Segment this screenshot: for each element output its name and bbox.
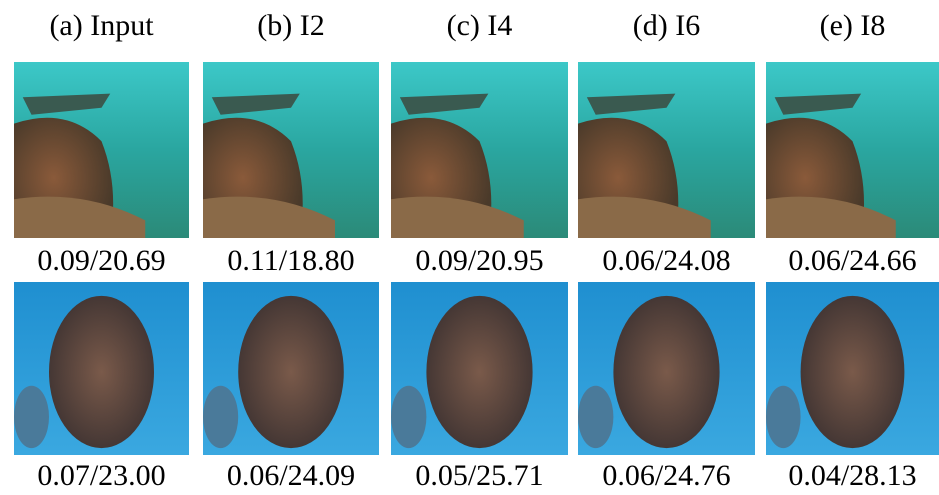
coral-rock [801, 296, 905, 448]
coral-rock [613, 296, 719, 448]
coral-small [14, 386, 49, 448]
coral-small [766, 386, 801, 448]
score-caption: 0.09/20.69 [37, 244, 165, 277]
image-thumbnail [578, 62, 755, 238]
coral-rock [238, 296, 344, 448]
image-thumbnail [391, 282, 568, 455]
coral-rock [426, 296, 532, 448]
coral-small [391, 386, 426, 448]
image-thumbnail [578, 282, 755, 455]
figure: (a) Input (b) I2 (c) I4 (d) I6 (e) I8 0.09/20… [0, 0, 939, 495]
score-caption: 0.06/24.76 [602, 459, 730, 492]
image-thumbnail [203, 282, 379, 455]
score-caption: 0.05/25.71 [415, 459, 543, 492]
column-header: (a) Input [49, 9, 154, 42]
score-caption: 0.06/24.66 [788, 244, 916, 277]
image-thumbnail [391, 62, 568, 238]
column-header: (e) I8 [820, 9, 886, 42]
image-thumbnail [766, 282, 939, 455]
score-caption: 0.06/24.08 [602, 244, 730, 277]
image-thumbnail [14, 282, 189, 455]
image-thumbnail [14, 62, 189, 238]
coral-small [578, 386, 613, 448]
score-caption: 0.11/18.80 [227, 244, 354, 277]
score-caption: 0.06/24.09 [227, 459, 355, 492]
image-thumbnail [766, 62, 939, 238]
score-caption: 0.04/28.13 [788, 459, 916, 492]
column-header: (b) I2 [257, 9, 324, 42]
column-header: (c) I4 [447, 9, 513, 42]
coral-small [203, 386, 238, 448]
coral-rock [49, 296, 154, 448]
column-header: (d) I6 [633, 9, 700, 42]
score-caption: 0.07/23.00 [37, 459, 165, 492]
image-thumbnail [203, 62, 379, 238]
score-caption: 0.09/20.95 [415, 244, 543, 277]
